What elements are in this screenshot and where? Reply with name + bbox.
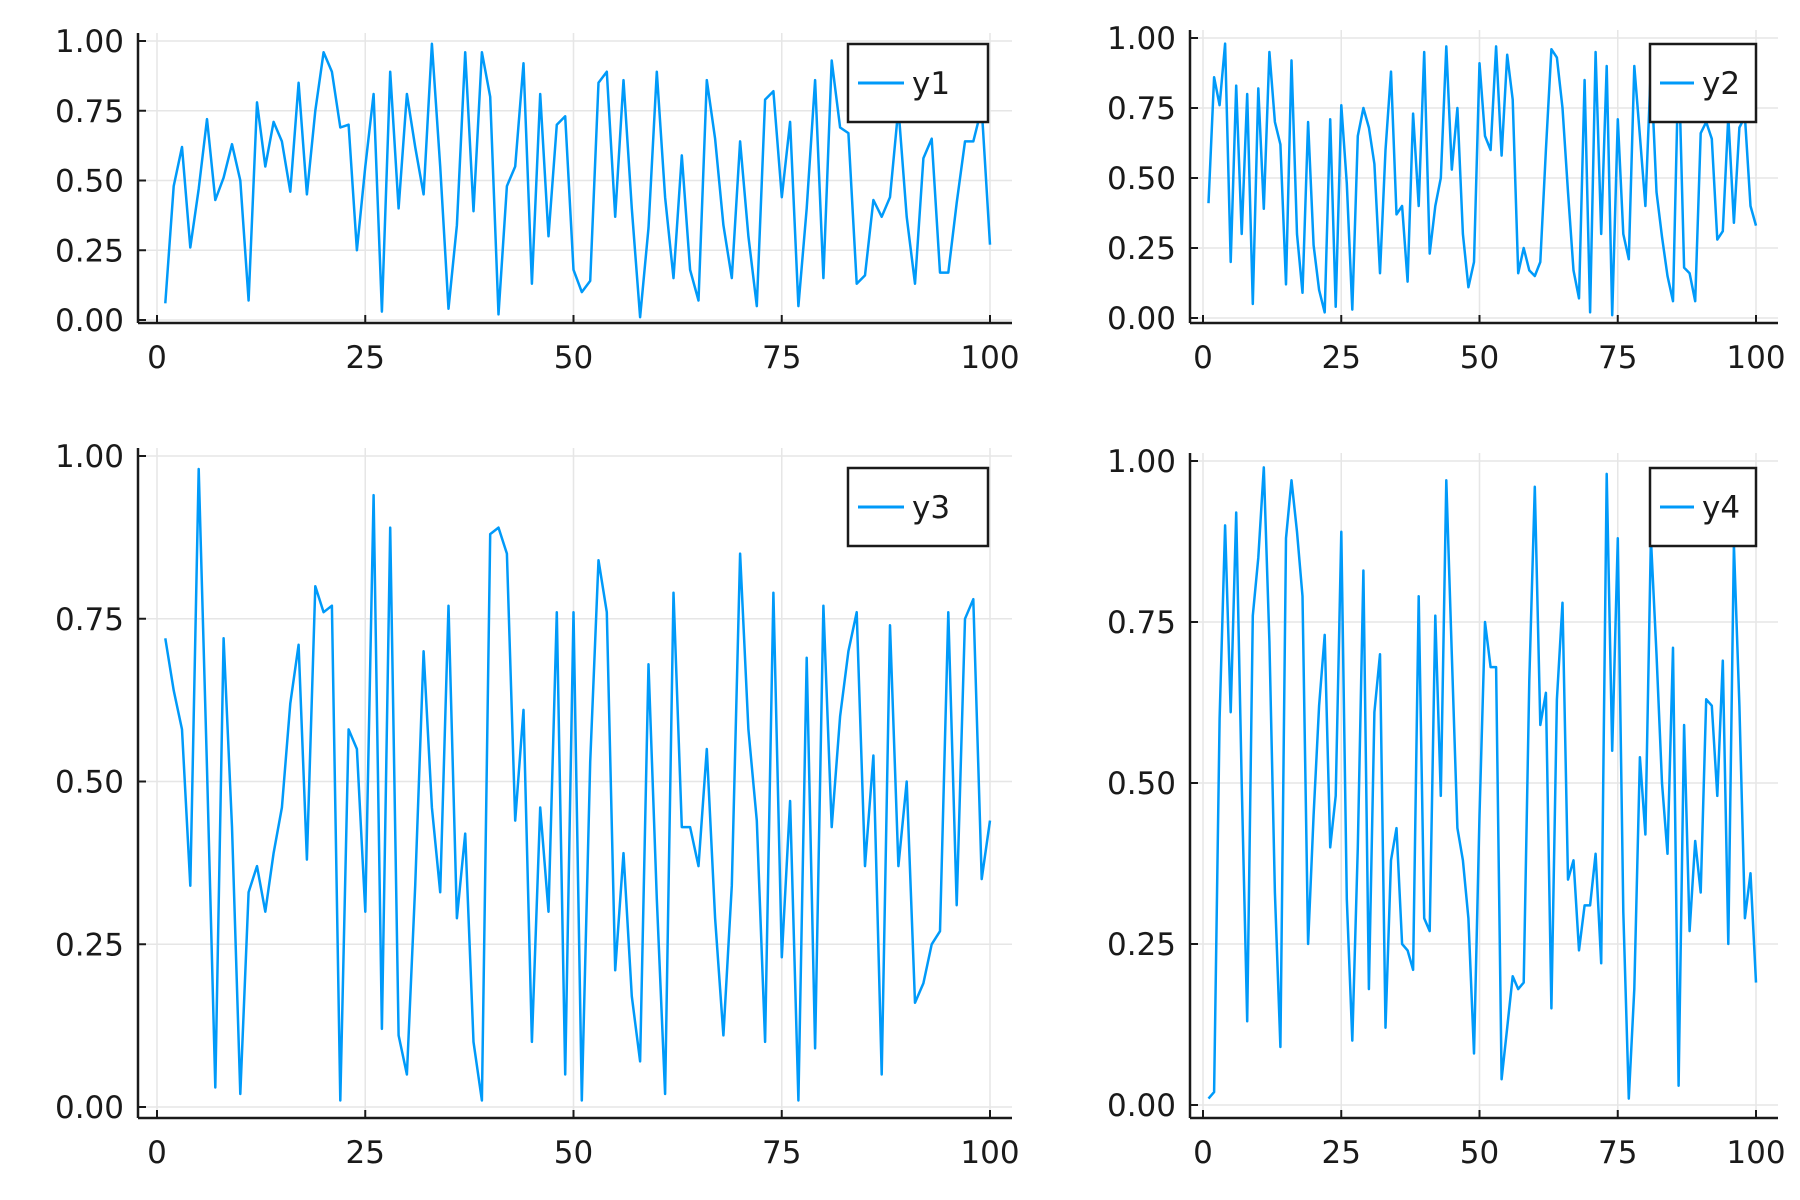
y-tick-label: 0.00	[55, 303, 124, 339]
y-tick-label: 0.50	[55, 164, 124, 200]
y-tick-label: 0.50	[55, 765, 124, 801]
y-tick-label: 0.00	[55, 1090, 124, 1126]
subplot-1: 0 25 50 75 100 0.00 0.25 0.50 0.75 1.00 y1	[55, 24, 1020, 376]
subplot-3: 0 25 50 75 100 0.00 0.25 0.50 0.75 1.00 y3	[55, 439, 1020, 1171]
y-tick-label: 0.25	[55, 233, 124, 269]
x-tick-label: 75	[762, 340, 801, 376]
legend: y2	[1648, 42, 1758, 124]
legend-label: y3	[912, 490, 950, 526]
legend-label: y4	[1702, 490, 1740, 526]
legend-label: y1	[912, 66, 950, 102]
x-tick-label: 50	[1460, 1135, 1499, 1171]
x-tick-label: 0	[147, 340, 167, 376]
subplot-2: 0 25 50 75 100 0.00 0.25 0.50 0.75 1.00 y2	[1107, 21, 1786, 376]
series-line-y4	[1207, 466, 1758, 1100]
legend-label: y2	[1702, 66, 1740, 102]
x-tick-label: 25	[1322, 1135, 1361, 1171]
y-tick-label: 0.75	[1107, 605, 1176, 641]
series-line-y1	[164, 42, 992, 319]
x-tick-label: 50	[554, 340, 593, 376]
x-tick-label: 75	[1598, 340, 1637, 376]
legend: y3	[846, 466, 990, 548]
y-tick-label: 0.50	[1107, 161, 1176, 197]
x-tick-label: 75	[762, 1135, 801, 1171]
x-tick-label: 25	[1322, 340, 1361, 376]
y-tick-label: 0.75	[55, 602, 124, 638]
y-tick-label: 0.50	[1107, 766, 1176, 802]
x-tick-label: 75	[1598, 1135, 1637, 1171]
y-tick-label: 1.00	[55, 24, 124, 60]
series-line-y3	[164, 467, 992, 1102]
x-tick-label: 100	[1726, 1135, 1785, 1171]
y-tick-label: 0.25	[55, 927, 124, 963]
y-tick-label: 0.25	[1107, 231, 1176, 267]
subplot-4: 0 25 50 75 100 0.00 0.25 0.50 0.75 1.00 y4	[1107, 444, 1786, 1171]
x-tick-label: 50	[1460, 340, 1499, 376]
x-tick-label: 100	[960, 1135, 1019, 1171]
x-tick-label: 0	[1193, 1135, 1213, 1171]
y-tick-label: 0.25	[1107, 927, 1176, 963]
y-tick-label: 1.00	[1107, 21, 1176, 57]
x-tick-label: 25	[346, 1135, 385, 1171]
y-tick-label: 1.00	[1107, 444, 1176, 480]
y-tick-label: 0.00	[1107, 301, 1176, 337]
y-tick-label: 0.75	[55, 94, 124, 130]
y-tick-label: 1.00	[55, 439, 124, 475]
x-tick-label: 100	[1726, 340, 1785, 376]
legend: y1	[846, 42, 990, 124]
y-tick-label: 0.75	[1107, 91, 1176, 127]
series-line-y2	[1207, 42, 1758, 317]
x-tick-label: 100	[960, 340, 1019, 376]
x-tick-label: 0	[147, 1135, 167, 1171]
y-tick-label: 0.00	[1107, 1088, 1176, 1124]
x-tick-label: 50	[554, 1135, 593, 1171]
x-tick-label: 0	[1193, 340, 1213, 376]
x-tick-label: 25	[346, 340, 385, 376]
legend: y4	[1648, 466, 1758, 548]
